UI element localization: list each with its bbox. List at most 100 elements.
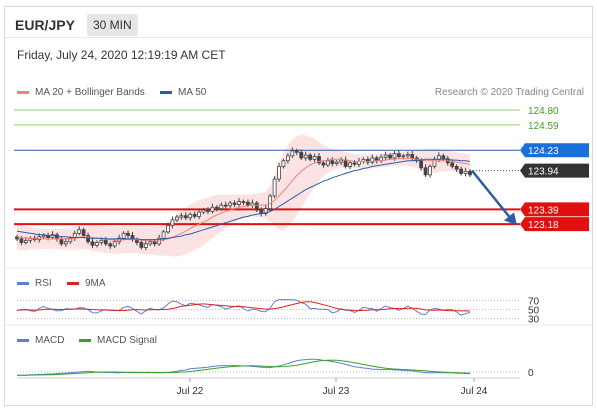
currency-pair: EUR/JPY: [15, 17, 75, 33]
candle: [348, 160, 352, 170]
candle: [281, 158, 286, 169]
candle-body: [237, 201, 241, 205]
candle-body: [281, 160, 286, 167]
candle-body: [23, 239, 28, 243]
candle-body: [188, 213, 193, 219]
level-box-5: [520, 217, 589, 232]
candle: [197, 208, 201, 220]
candle-body: [343, 159, 348, 167]
level-box-4: [520, 202, 589, 217]
chart-header: EUR/JPY 30 MIN: [5, 7, 592, 37]
forecast-arrow-line: [471, 169, 514, 223]
candle-body: [441, 155, 446, 160]
candle: [312, 153, 317, 163]
candle: [294, 148, 299, 156]
candle-body: [152, 241, 157, 245]
candle-body: [312, 156, 317, 160]
candle-body: [192, 213, 197, 217]
chart-datetime: Friday, July 24, 2020 12:19:19 AM CET: [17, 48, 226, 62]
candle-body: [339, 159, 344, 163]
candle: [126, 230, 130, 239]
candle-body: [263, 208, 268, 214]
rsi-ma-label: 9MA: [85, 278, 106, 289]
candle: [423, 164, 428, 177]
candle-body: [228, 202, 233, 207]
ma20-line: [16, 158, 471, 242]
candle: [303, 151, 308, 161]
candle-body: [179, 215, 184, 218]
candle: [339, 157, 344, 165]
candle-body: [325, 160, 330, 166]
candle: [459, 166, 464, 176]
rsi-ma-swatch: [67, 282, 79, 285]
candle: [206, 207, 210, 215]
candle: [77, 226, 82, 236]
level-label-3: 123.94: [528, 167, 559, 178]
candle-body: [77, 229, 82, 234]
candle-body: [210, 206, 215, 212]
candle-body: [112, 241, 117, 247]
candle: [325, 157, 330, 168]
candle: [334, 160, 339, 166]
candle: [299, 149, 304, 161]
candle: [463, 167, 468, 177]
candle-body: [290, 150, 295, 157]
legend-macd-signal: MACD Signal: [79, 335, 157, 346]
level-box-2: [520, 143, 589, 158]
candle: [143, 240, 148, 251]
x-tick-label-2: Jul 24: [461, 386, 488, 397]
candle-body: [419, 160, 424, 169]
candle-body: [294, 150, 299, 153]
candle: [95, 240, 99, 248]
rsi-tick-0: 70: [528, 297, 540, 308]
candle-body: [37, 236, 42, 241]
candle: [405, 151, 410, 158]
timeframe-badge[interactable]: 30 MIN: [87, 14, 138, 36]
level-box-3: [520, 163, 589, 178]
candle-body: [68, 237, 73, 243]
candle: [210, 203, 215, 214]
candle: [450, 159, 455, 169]
rsi-label: RSI: [35, 278, 52, 289]
candle-body: [348, 162, 352, 167]
candle-body: [41, 235, 46, 238]
candle-body: [286, 155, 290, 162]
candle-body: [214, 206, 219, 210]
candle-body: [392, 153, 397, 159]
level-label-4: 123.39: [528, 205, 559, 216]
ma20-swatch: [17, 91, 29, 94]
candle: [277, 162, 281, 182]
macd-label: MACD: [35, 335, 65, 346]
candle-body: [201, 209, 206, 213]
candle-body: [459, 168, 464, 174]
macd-signal-swatch: [79, 339, 91, 342]
candle-body: [139, 242, 144, 248]
candle-body: [277, 165, 281, 180]
candle-body: [161, 231, 166, 239]
candle-body: [63, 241, 68, 245]
candle-body: [170, 219, 175, 226]
candle-body: [383, 154, 388, 158]
candle: [139, 239, 144, 250]
candle-body: [223, 204, 228, 207]
candle-body: [19, 238, 24, 243]
candle-body: [183, 215, 188, 219]
candle-body: [321, 162, 326, 166]
candle-body: [59, 238, 64, 245]
candle-body: [405, 154, 410, 157]
bollinger-band: [17, 134, 470, 257]
candle-body: [397, 153, 401, 157]
candle: [410, 150, 415, 161]
candle-body: [428, 165, 432, 176]
level-label-0: 124.80: [528, 106, 559, 117]
candle-body: [143, 243, 148, 248]
candle-body: [330, 160, 335, 164]
candle-body: [103, 239, 108, 245]
candle: [237, 198, 241, 207]
level-label-5: 123.18: [528, 220, 559, 231]
level-label-1: 124.59: [528, 121, 559, 132]
candle: [308, 153, 313, 162]
candle-body: [219, 204, 224, 210]
legend-rsi: RSI: [17, 278, 52, 289]
ma20-label: MA 20 + Bollinger Bands: [35, 87, 145, 98]
